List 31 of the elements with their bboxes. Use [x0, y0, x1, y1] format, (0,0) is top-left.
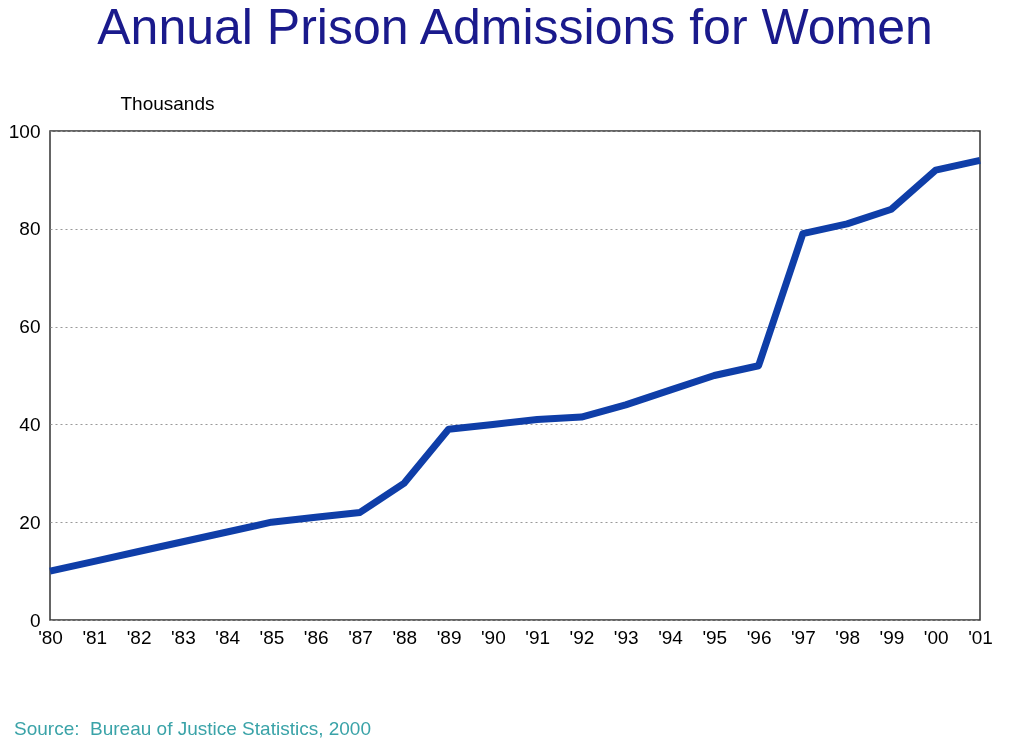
- x-tick-label: '91: [525, 626, 551, 648]
- x-tick-label: '80: [38, 626, 63, 648]
- y-tick-label: 80: [19, 218, 41, 240]
- x-tick-label: '87: [348, 626, 373, 648]
- y-tick-label: 40: [19, 413, 41, 435]
- x-tick-label: '81: [82, 626, 108, 648]
- source-note: Source: Bureau of Justice Statistics, 2000: [14, 718, 371, 740]
- x-tick-label: '96: [746, 626, 772, 648]
- x-tick-label: '01: [968, 626, 993, 648]
- x-tick-label: '89: [436, 626, 462, 648]
- x-tick-label: '95: [702, 626, 728, 648]
- y-axis-title: Thousands: [120, 92, 215, 114]
- x-tick-label: '93: [613, 626, 639, 648]
- x-tick-label: '98: [835, 626, 861, 648]
- x-tick-label: '86: [303, 626, 329, 648]
- x-tick-label: '85: [259, 626, 285, 648]
- x-tick-label: '94: [658, 626, 684, 648]
- y-tick-label: 100: [8, 120, 41, 142]
- x-tick-label: '00: [923, 626, 949, 648]
- x-tick-label: '97: [790, 626, 816, 648]
- y-tick-label: 60: [19, 316, 41, 338]
- chart-title: Annual Prison Admissions for Women: [97, 0, 933, 55]
- x-tick-label: '90: [480, 626, 506, 648]
- x-tick-label: '83: [170, 626, 196, 648]
- y-tick-label: 0: [29, 609, 41, 631]
- x-tick-label: '92: [569, 626, 595, 648]
- x-tick-label: '82: [126, 626, 152, 648]
- x-tick-label: '84: [215, 626, 241, 648]
- x-tick-label: '99: [879, 626, 905, 648]
- x-tick-label: '88: [392, 626, 418, 648]
- y-tick-label: 20: [19, 511, 41, 533]
